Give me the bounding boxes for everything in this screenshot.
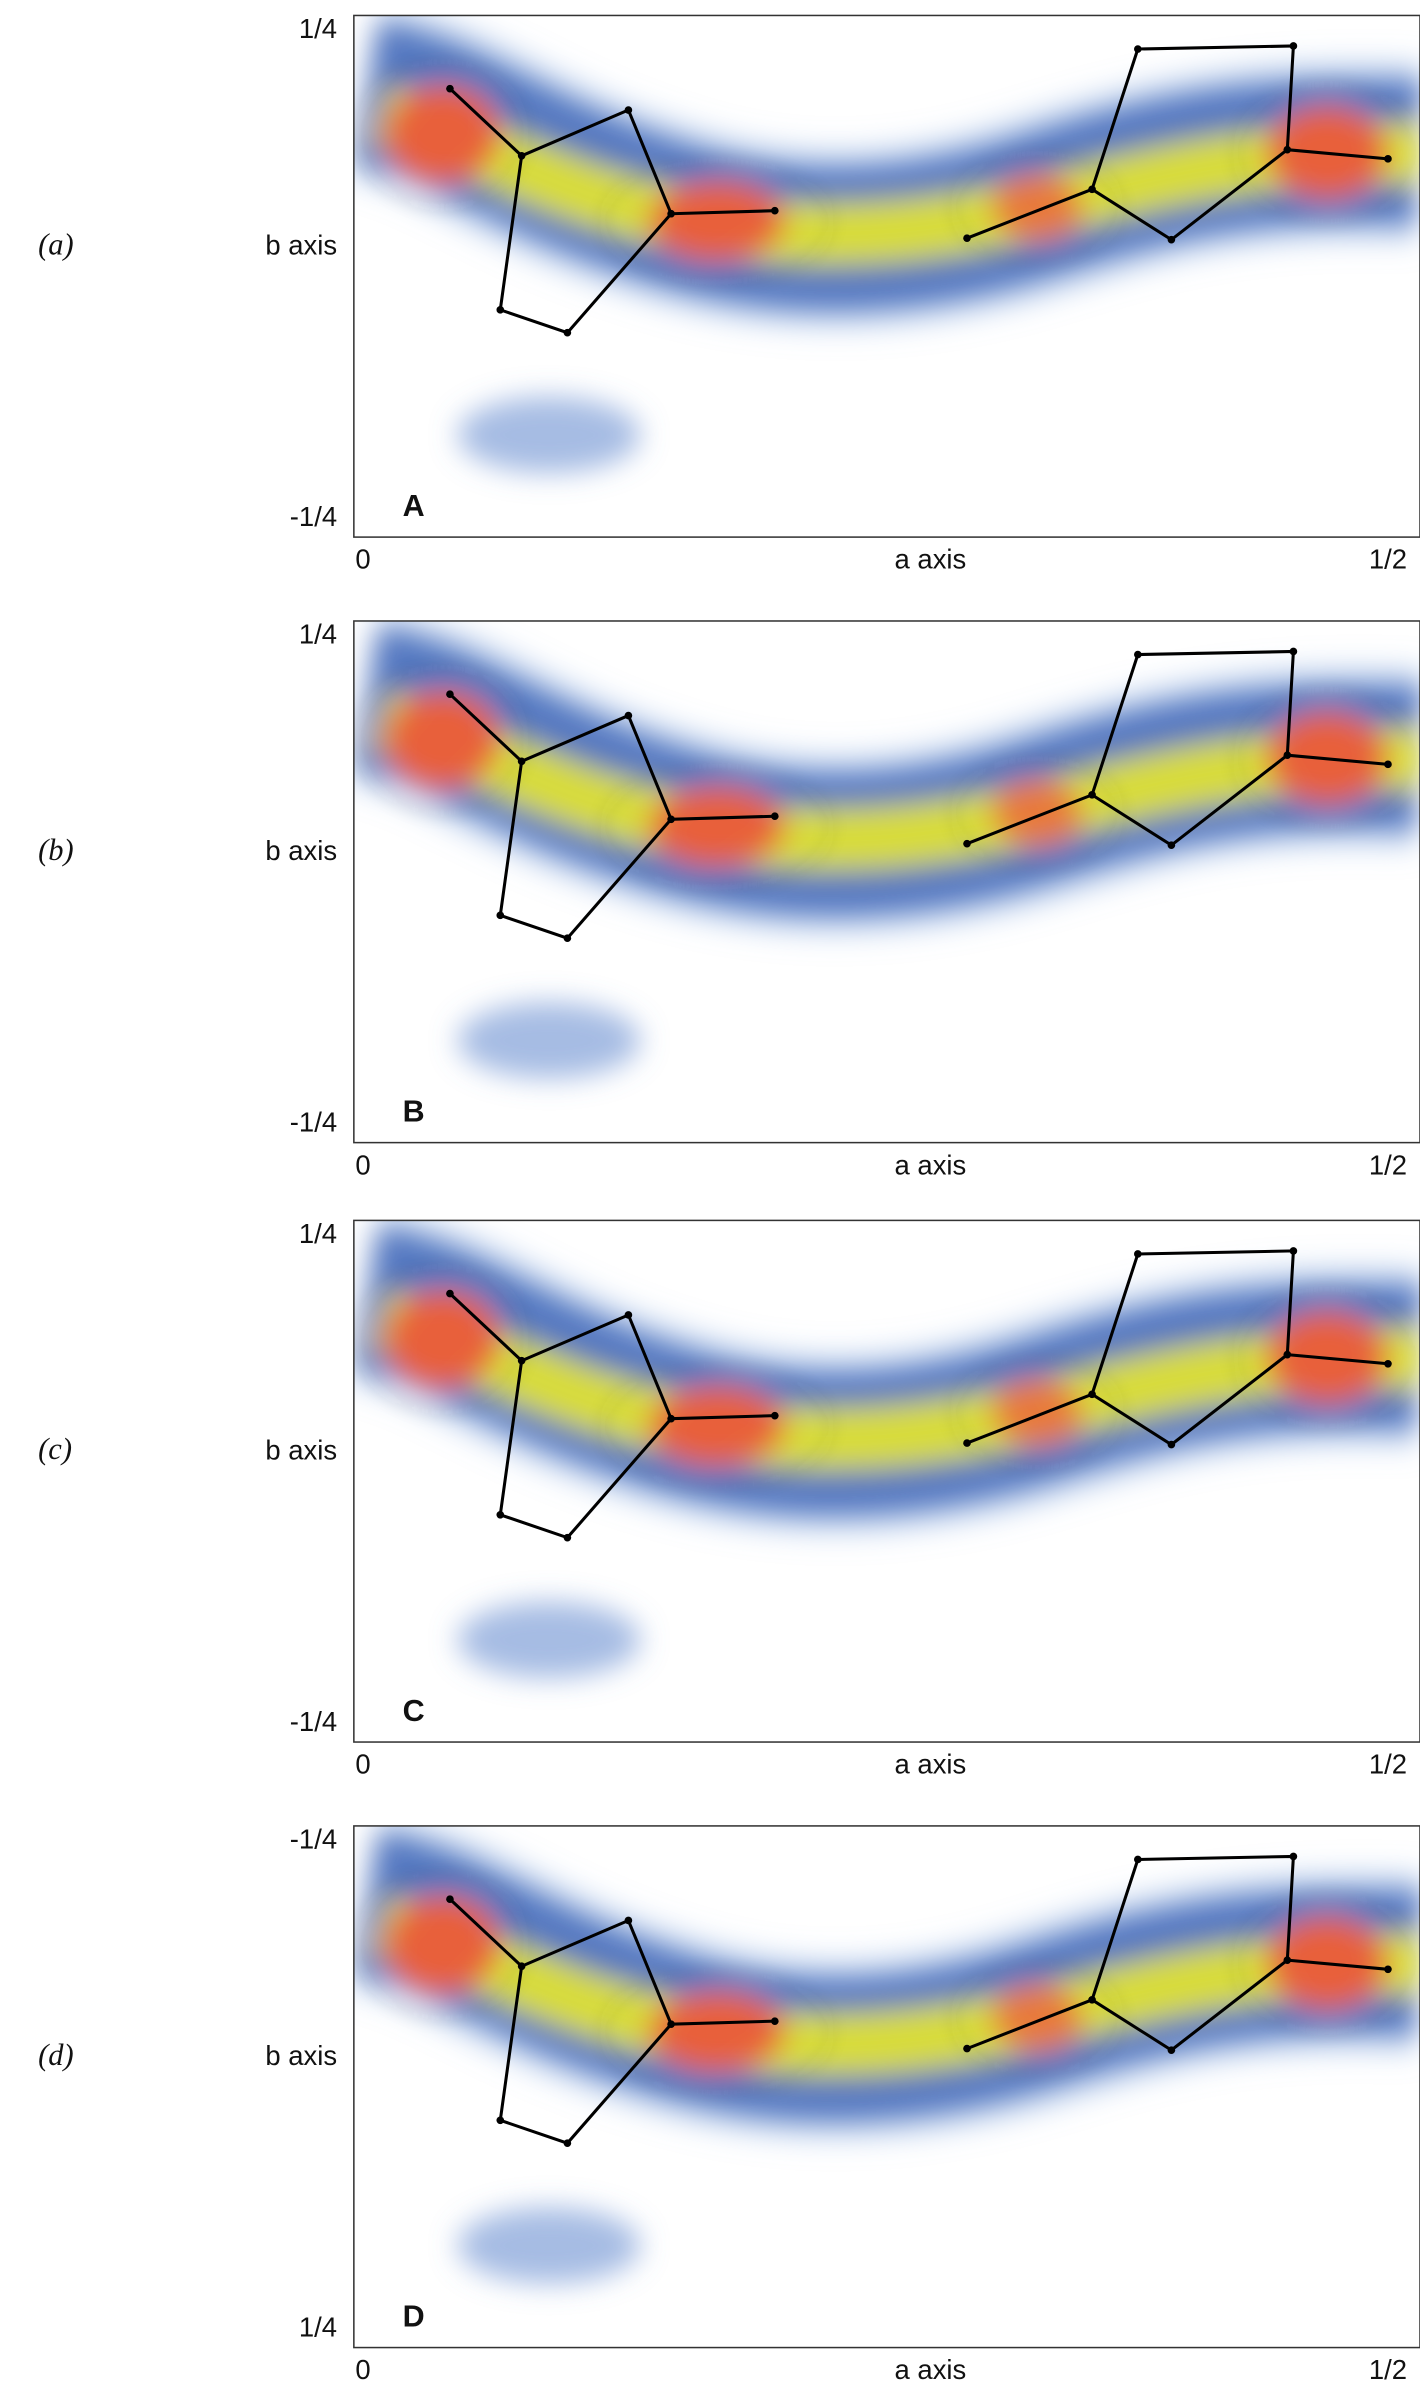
panel-letter: A: [403, 489, 425, 523]
y-axis-label: b axis: [265, 1434, 337, 1465]
x-axis-label: a axis: [895, 544, 967, 575]
x-left-label: 0: [355, 1149, 370, 1180]
x-right-label: 1/2: [1369, 544, 1407, 575]
panel-letter: D: [403, 2300, 425, 2334]
panel-letter: C: [403, 1694, 425, 1728]
x-axis-label: a axis: [895, 1149, 967, 1180]
panels: (a) b axis 1/4 -1/4 0 a axis 1/2 A (b) b axis 1/4 -…: [38, 13, 1420, 2385]
y-axis-label: b axis: [265, 2040, 337, 2071]
y-bottom-label: -1/4: [290, 1706, 337, 1737]
x-left-label: 0: [355, 2354, 370, 2385]
y-top-label: 1/4: [299, 618, 337, 649]
density-map: [354, 15, 1420, 537]
x-axis-label: a axis: [895, 2354, 967, 2385]
x-right-label: 1/2: [1369, 1149, 1407, 1180]
y-bottom-label: -1/4: [290, 501, 337, 532]
panel: (b) b axis 1/4 -1/4 0 a axis 1/2 B: [38, 618, 1420, 1180]
x-left-label: 0: [355, 544, 370, 575]
panel-label: (d): [38, 2038, 74, 2072]
panel: (d) b axis -1/4 1/4 0 a axis 1/2 D: [38, 1823, 1420, 2385]
panel: (a) b axis 1/4 -1/4 0 a axis 1/2 A: [38, 13, 1420, 575]
x-axis-label: a axis: [895, 1749, 967, 1780]
x-right-label: 1/2: [1369, 1749, 1407, 1780]
panel-label: (b): [38, 833, 74, 867]
density-map: [354, 1220, 1420, 1742]
y-bottom-label: 1/4: [299, 2312, 337, 2343]
panel-letter: B: [403, 1095, 425, 1129]
y-axis-label: b axis: [265, 230, 337, 261]
page: (a) b axis 1/4 -1/4 0 a axis 1/2 A (b) b axis 1/4 -…: [0, 0, 1420, 2392]
y-top-label: -1/4: [290, 1823, 337, 1854]
density-map: [354, 621, 1420, 1143]
density-map: [354, 1826, 1420, 2348]
y-axis-label: b axis: [265, 835, 337, 866]
x-left-label: 0: [355, 1749, 370, 1780]
panel-label: (c): [38, 1432, 72, 1466]
y-bottom-label: -1/4: [290, 1107, 337, 1138]
x-right-label: 1/2: [1369, 2354, 1407, 2385]
panel: (c) b axis 1/4 -1/4 0 a axis 1/2 C: [38, 1218, 1420, 1780]
figure: (a) b axis 1/4 -1/4 0 a axis 1/2 A (b) b axis 1/4 -…: [0, 0, 1420, 2392]
y-top-label: 1/4: [299, 13, 337, 44]
y-top-label: 1/4: [299, 1218, 337, 1249]
panel-label: (a): [38, 227, 74, 261]
